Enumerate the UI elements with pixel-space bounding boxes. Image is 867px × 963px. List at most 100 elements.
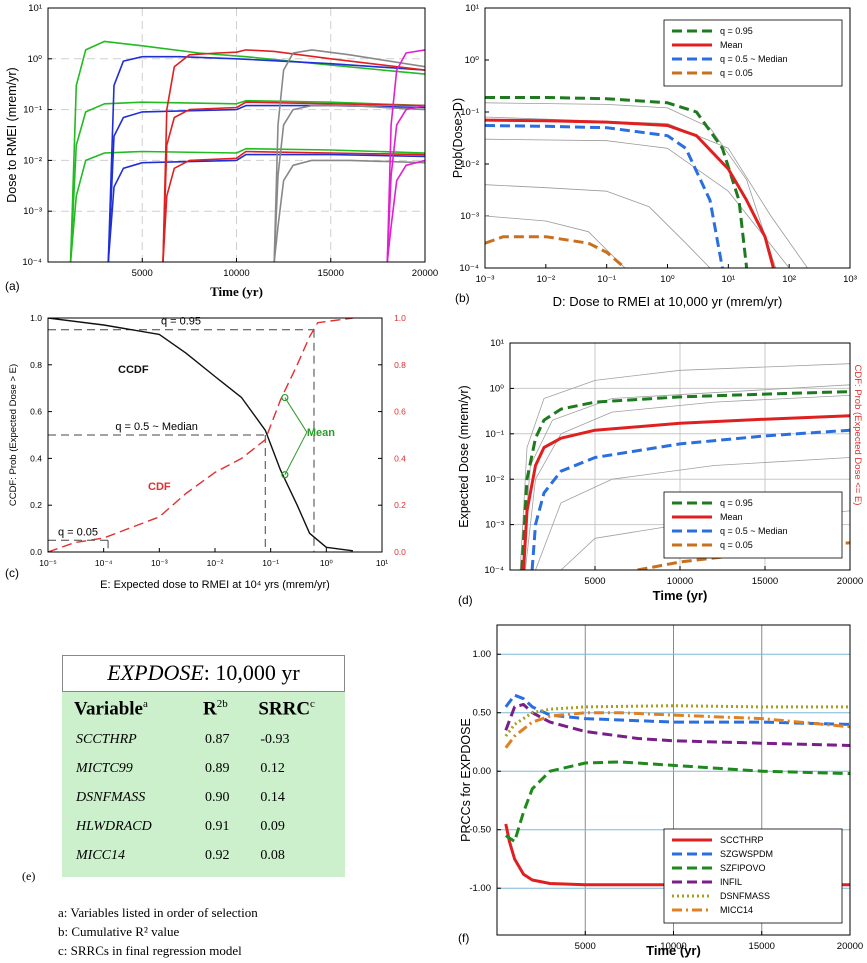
series-line bbox=[485, 102, 777, 268]
y2-tick-label: 0.6 bbox=[394, 407, 406, 417]
x-tick-label: 10⁻¹ bbox=[597, 274, 616, 285]
y-tick-label: 0.8 bbox=[30, 360, 42, 370]
legend-label: MICC14 bbox=[720, 905, 753, 915]
series-line bbox=[107, 55, 425, 262]
panel-label: (b) bbox=[455, 291, 470, 305]
y-tick-label: 0.00 bbox=[473, 766, 492, 777]
panel: 5000 10000 15000 20000 -1.00 -0.50 0.00 0.50 1.0… bbox=[458, 624, 863, 958]
mean-point bbox=[281, 471, 289, 479]
series-line bbox=[485, 215, 626, 268]
y-tick-label: -1.00 bbox=[469, 883, 491, 894]
y-tick-label: 10¹ bbox=[490, 338, 504, 349]
series-line bbox=[273, 49, 425, 262]
table-cell: 0.12 bbox=[260, 761, 285, 777]
x-tick-label: 10⁻⁵ bbox=[39, 558, 56, 568]
x-tick-label: 10¹ bbox=[721, 274, 735, 285]
column-header-text: SRRC bbox=[258, 698, 311, 720]
x-tick-label: 10⁻² bbox=[207, 558, 224, 568]
table-cell: 0.89 bbox=[204, 761, 230, 777]
y-axis-label: Dose to RMEI (mrem/yr) bbox=[5, 67, 19, 202]
panel-label: (a) bbox=[5, 279, 20, 293]
series-line bbox=[386, 159, 425, 262]
table-cell: 0.87 bbox=[204, 732, 230, 748]
x-tick-label: 5000 bbox=[584, 576, 605, 587]
y-tick-label: 10⁻² bbox=[485, 474, 504, 485]
column-header-sup: a bbox=[142, 698, 148, 710]
y-tick-label: 1.0 bbox=[30, 313, 42, 323]
y-tick-label: 10⁻³ bbox=[485, 520, 504, 531]
series-line bbox=[48, 318, 353, 552]
legend-label: q = 0.05 bbox=[720, 68, 753, 78]
column-header-sup: 2b bbox=[216, 698, 228, 710]
plot-frame bbox=[509, 342, 851, 571]
series-line bbox=[273, 159, 425, 262]
y-tick-label: 10⁻² bbox=[23, 155, 42, 166]
x-tick-label: 5000 bbox=[132, 268, 153, 279]
y-tick-label: 0.2 bbox=[30, 500, 42, 510]
series-line bbox=[107, 153, 425, 262]
x-tick-label: 20000 bbox=[837, 576, 863, 587]
panel-label: (d) bbox=[458, 593, 473, 607]
mean-connector bbox=[284, 397, 308, 433]
table-title-italic: EXPDOSE bbox=[107, 660, 204, 685]
series-line bbox=[485, 124, 724, 268]
series-line bbox=[504, 760, 850, 843]
x-tick-label: 10² bbox=[782, 274, 796, 285]
y2-tick-label: 0.8 bbox=[394, 360, 406, 370]
legend-label: SCCTHRP bbox=[720, 835, 764, 845]
series-group bbox=[485, 96, 808, 268]
x-tick-label: 10000 bbox=[223, 268, 249, 279]
series-line bbox=[522, 414, 850, 570]
series-line bbox=[485, 118, 775, 268]
table-cell: 0.08 bbox=[260, 848, 285, 864]
table-row: MICTC99 0.89 0.12 bbox=[62, 755, 345, 784]
x-tick-label: 10⁻³ bbox=[476, 274, 495, 285]
table-cell: 0.14 bbox=[260, 790, 285, 806]
x-tick-label: 10⁰ bbox=[320, 558, 333, 568]
series-line bbox=[504, 704, 850, 738]
x-tick-label: 10⁻⁴ bbox=[95, 558, 113, 568]
series-group bbox=[69, 40, 425, 262]
table-row: MICC14 0.92 0.08 bbox=[62, 842, 345, 871]
series-line bbox=[162, 49, 425, 262]
series-group bbox=[48, 318, 353, 552]
table-cell: DSNFMASS bbox=[76, 790, 146, 806]
table-cell: -0.93 bbox=[260, 732, 290, 748]
legend-label: q = 0.5 ~ Median bbox=[720, 526, 788, 536]
column-header: SRRCc bbox=[246, 696, 345, 726]
x-tick-label: 10⁰ bbox=[660, 274, 675, 285]
panel: 5000 10000 15000 20000 10⁻⁴ 10⁻³ 10⁻² 10⁻¹ 10⁰ 10… bbox=[457, 338, 863, 607]
panel: 5000 10000 15000 20000 10⁻⁴ 10⁻³ 10⁻² 10⁻¹ 10⁰ 10… bbox=[5, 3, 438, 299]
series-line bbox=[48, 318, 353, 552]
panel-label: (c) bbox=[5, 566, 19, 580]
panel-label: (f) bbox=[458, 931, 469, 945]
column-header-text: R bbox=[202, 698, 217, 720]
legend-label: Mean bbox=[720, 40, 743, 50]
table-body: Variablea R2b SRRCc SCCTHRP 0.87 -0.93 MICTC9… bbox=[62, 692, 345, 878]
legend-label: q = 0.5 ~ Median bbox=[720, 54, 788, 64]
y-tick-label: 10⁻¹ bbox=[23, 105, 42, 116]
x-tick-label: 10000 bbox=[667, 576, 693, 587]
series-line bbox=[485, 96, 749, 268]
mean-connector bbox=[284, 431, 308, 476]
panel-label: (e) bbox=[22, 869, 35, 883]
x-tick-label: 5000 bbox=[575, 941, 596, 952]
x-tick-label: 10⁻² bbox=[536, 274, 555, 285]
series-line bbox=[485, 235, 626, 268]
x-axis-label: Time (yr) bbox=[653, 588, 708, 603]
x-tick-label: 15000 bbox=[749, 941, 775, 952]
plot-frame bbox=[484, 7, 851, 269]
quantile-label: q = 0.5 ~ Median bbox=[115, 421, 198, 433]
series-label: CDF bbox=[148, 481, 171, 493]
table-row: DSNFMASS 0.90 0.14 bbox=[62, 784, 345, 813]
series-line bbox=[504, 693, 850, 726]
series-line bbox=[485, 184, 711, 268]
x-tick-label: 15000 bbox=[752, 576, 778, 587]
column-header-text: Variable bbox=[74, 698, 143, 720]
y-tick-label: 10⁻³ bbox=[460, 211, 479, 222]
y-tick-label: 10⁻⁴ bbox=[484, 565, 504, 576]
x-tick-label: 20000 bbox=[412, 268, 438, 279]
y-tick-label: 10⁻⁴ bbox=[459, 263, 479, 274]
y-tick-label: 1.00 bbox=[473, 649, 492, 660]
legend-label: SZFIPOVO bbox=[720, 863, 766, 873]
